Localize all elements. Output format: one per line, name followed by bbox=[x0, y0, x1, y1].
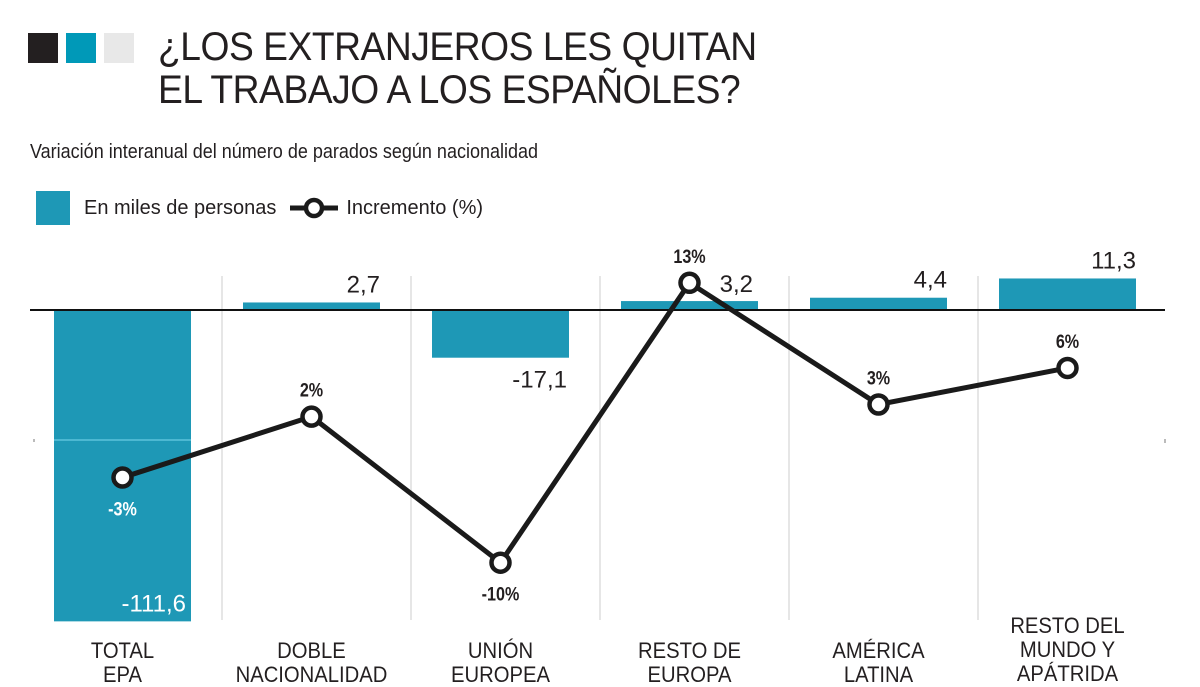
axis-tick-right bbox=[1164, 439, 1166, 443]
category-label-line: UNIÓN bbox=[467, 638, 534, 663]
chart-title-line-2: EL TRABAJO A LOS ESPAÑOLES? bbox=[158, 68, 741, 112]
category-label-line: RESTO DE bbox=[637, 638, 742, 663]
category-label-line: LATINA bbox=[843, 662, 914, 687]
category-label: RESTO DE EUROPA bbox=[603, 639, 777, 687]
category-label-line: APÁTRIDA bbox=[1016, 661, 1119, 686]
axis-tick-left bbox=[33, 439, 35, 442]
legend-bar-label: En miles de personas bbox=[84, 196, 277, 219]
chart-title-line-1: ¿LOS EXTRANJEROS LES QUITAN bbox=[158, 25, 757, 69]
category-label: DOBLE NACIONALIDAD bbox=[225, 639, 399, 687]
bar-value-label: -111,6 bbox=[122, 590, 187, 617]
bar-value-label: 11,3 bbox=[1091, 247, 1136, 274]
chart-subtitle: Variación interanual del número de parad… bbox=[30, 141, 539, 163]
bar-5 bbox=[999, 278, 1136, 310]
category-label-line: EUROPA bbox=[647, 662, 732, 687]
category-label-line: NACIONALIDAD bbox=[235, 662, 388, 687]
bar-value-label: 3,2 bbox=[720, 271, 753, 298]
category-label-line: DOBLE bbox=[277, 638, 346, 663]
legend-bar-swatch bbox=[36, 191, 70, 225]
bar-1 bbox=[243, 302, 380, 310]
increment-line bbox=[121, 280, 1068, 566]
category-label-line: RESTO DEL bbox=[1010, 613, 1125, 638]
line-marker bbox=[300, 405, 323, 428]
bar-value-label: -17,1 bbox=[512, 367, 567, 394]
brand-square-light bbox=[104, 33, 134, 63]
category-label: TOTAL EPA bbox=[36, 639, 210, 687]
category-label: UNIÓN EUROPEA bbox=[414, 639, 588, 687]
category-label: RESTO DEL MUNDO Y APÁTRIDA bbox=[981, 614, 1155, 686]
line-value-label: 6% bbox=[1056, 331, 1080, 353]
line-marker bbox=[111, 466, 134, 489]
category-label-line: EUROPEA bbox=[451, 662, 550, 687]
legend: En miles de personas Incremento (%) bbox=[36, 191, 483, 225]
line-value-label: 3% bbox=[867, 367, 891, 389]
chart-title: ¿LOS EXTRANJEROS LES QUITAN EL TRABAJO A… bbox=[158, 26, 757, 112]
line-value-label: 2% bbox=[300, 379, 324, 401]
bar-value-label: 4,4 bbox=[914, 267, 947, 294]
category-label-line: EPA bbox=[102, 662, 142, 687]
category-label-line: AMÉRICA bbox=[832, 638, 925, 663]
category-label-line: TOTAL bbox=[90, 638, 155, 663]
line-value-label: -3% bbox=[108, 498, 137, 520]
line-value-label: -10% bbox=[482, 583, 520, 605]
category-label: AMÉRICA LATINA bbox=[792, 639, 966, 687]
brand-square-blue bbox=[66, 33, 96, 63]
bar-0 bbox=[54, 310, 191, 622]
legend-line-label: Incremento (%) bbox=[346, 196, 484, 219]
line-marker bbox=[678, 271, 701, 295]
line-value-label: 13% bbox=[673, 246, 706, 268]
bar-3 bbox=[621, 301, 758, 310]
legend-line-marker-icon bbox=[290, 197, 339, 219]
bar-4 bbox=[810, 297, 947, 310]
line-marker bbox=[489, 551, 512, 574]
category-label-line: MUNDO Y bbox=[1019, 637, 1116, 662]
bar-2 bbox=[432, 310, 569, 358]
bar-value-label: 2,7 bbox=[347, 271, 380, 298]
brand-squares bbox=[28, 33, 134, 63]
brand-square-dark bbox=[28, 33, 58, 63]
line-marker bbox=[1056, 356, 1079, 380]
line-marker bbox=[867, 393, 890, 416]
